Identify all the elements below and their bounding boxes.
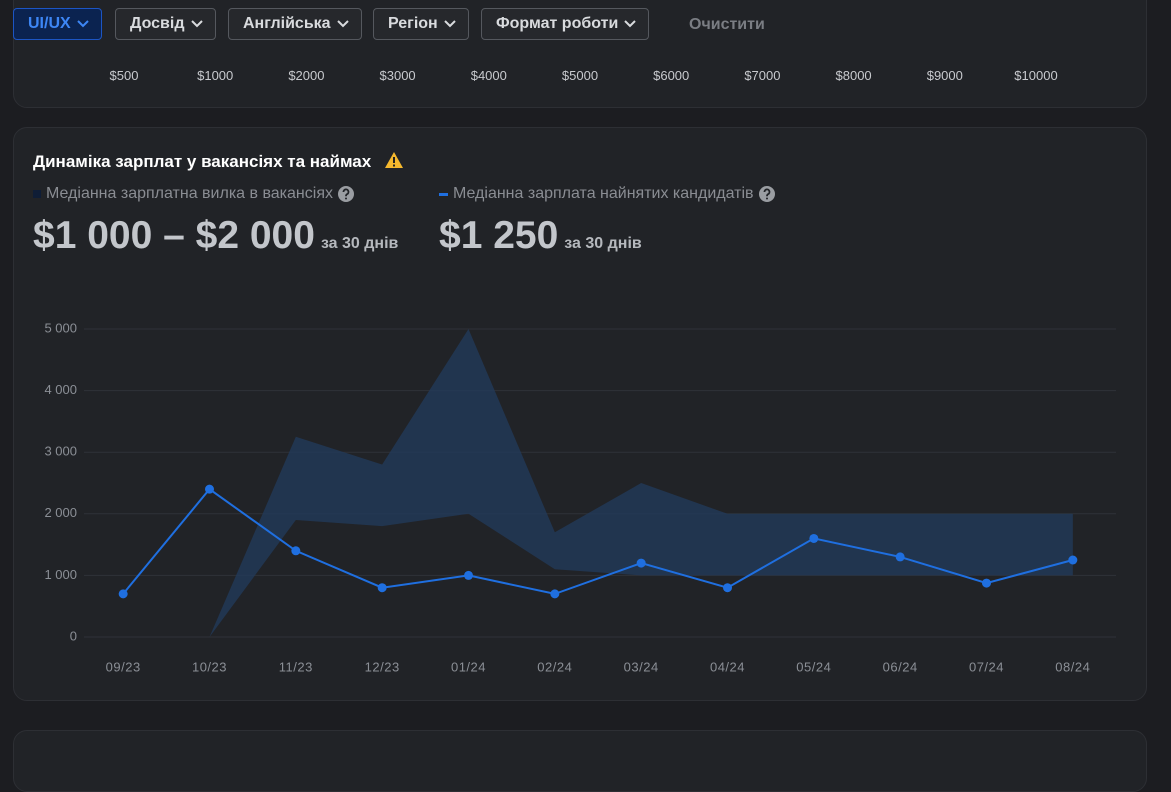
- chart-title: Динаміка зарплат у вакансіях та наймах: [33, 151, 404, 172]
- chevron: [444, 20, 456, 28]
- chevron: [624, 20, 636, 28]
- filter-button[interactable]: Англійська: [228, 8, 362, 40]
- legend-swatch: [33, 190, 41, 198]
- summary-range: $1 000 – $2 000 за 30 днів: [33, 214, 398, 258]
- page: UI/UX Досвід Англійська Регіон Формат роботи…: [13, 0, 1147, 792]
- help-icon[interactable]: [337, 186, 354, 202]
- filter-label: Формат роботи: [496, 15, 619, 32]
- legend-label: Медіанна зарплата найнятих кандидатів: [453, 185, 754, 202]
- scale-label: $6000: [653, 68, 690, 83]
- title-text: Динаміка зарплат у вакансіях та наймах: [33, 152, 372, 171]
- filter-button[interactable]: Регіон: [373, 8, 469, 40]
- warning-icon: [384, 152, 403, 168]
- summary-period: за 30 днів: [320, 235, 399, 252]
- scale-label: $9000: [926, 68, 963, 83]
- legend-label: Медіанна зарплатна вилка в вакансіях: [46, 185, 333, 202]
- chevron: [190, 20, 203, 28]
- scale-label: $5000: [561, 68, 599, 83]
- filter-button[interactable]: UI/UX: [13, 8, 102, 40]
- scale-label: $2000: [288, 68, 325, 83]
- next-card: [13, 730, 1147, 792]
- summary-value: $1 250: [439, 214, 559, 257]
- filter-label: Регіон: [388, 15, 438, 32]
- summary-value: $1 000 – $2 000: [33, 214, 315, 257]
- clear-button[interactable]: Очистити: [689, 16, 765, 33]
- scale-label: $4000: [470, 68, 507, 83]
- scale-label: $1000: [197, 68, 234, 83]
- summary-period: за 30 днів: [564, 235, 642, 252]
- summary-hired: $1 250 за 30 днів: [439, 214, 642, 258]
- scale-label: $500: [109, 68, 139, 83]
- scale-label: $8000: [835, 68, 872, 83]
- filter-label: Досвід: [130, 15, 185, 32]
- scale-label: $3000: [379, 68, 416, 83]
- legend-item: Медіанна зарплатна вилка в вакансіях: [33, 185, 354, 203]
- filter-label: UI/UX: [28, 15, 71, 32]
- filter-button[interactable]: Формат роботи: [481, 8, 650, 40]
- help-icon[interactable]: [758, 186, 775, 202]
- filter-button[interactable]: Досвід: [115, 8, 216, 40]
- chevron: [336, 20, 349, 28]
- filter-label: Англійська: [243, 15, 331, 32]
- legend-item: Медіанна зарплата найнятих кандидатів: [439, 185, 775, 203]
- scale-label: $7000: [744, 68, 781, 83]
- legend-swatch: [439, 192, 448, 196]
- chevron: [76, 20, 89, 28]
- scale-label: $10000: [1014, 68, 1058, 83]
